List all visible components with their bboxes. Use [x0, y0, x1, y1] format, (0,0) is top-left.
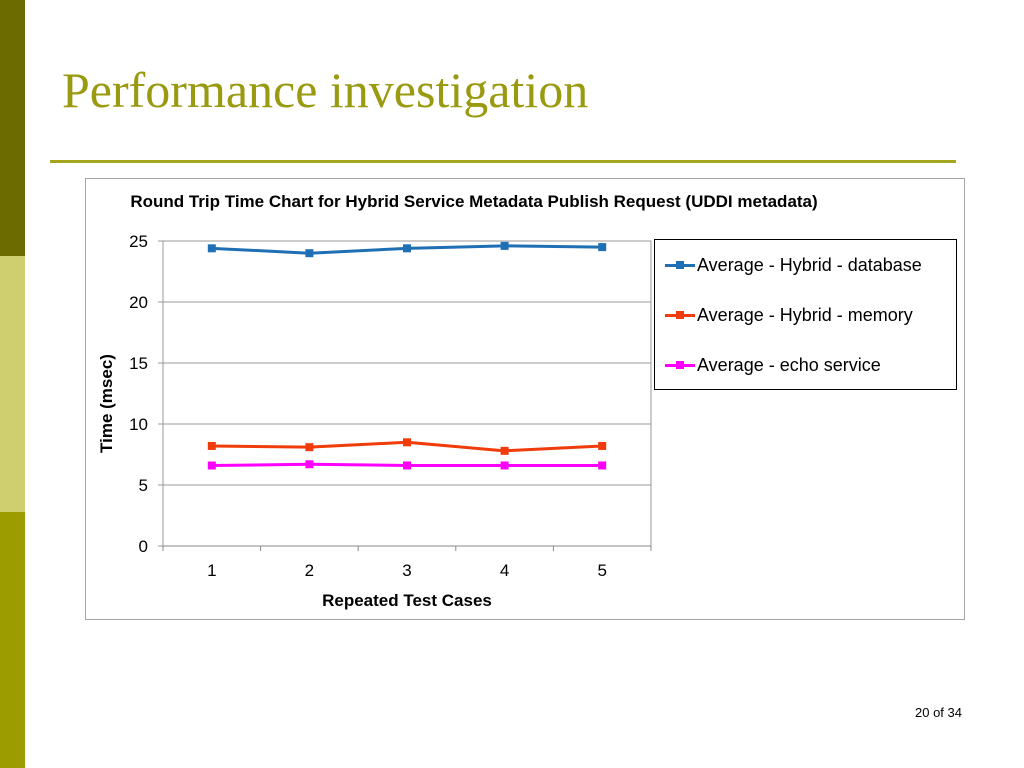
y-tick-label-4: 20: [129, 293, 148, 312]
series-2-point-1: [305, 460, 314, 469]
series-2-point-0: [207, 461, 216, 470]
series-0-point-4: [598, 243, 607, 252]
y-tick-label-0: 0: [139, 537, 148, 556]
legend-label-2: Average - echo service: [697, 354, 881, 375]
legend-swatch-0: [665, 254, 695, 276]
series-1-point-0: [207, 441, 216, 450]
chart-legend: Average - Hybrid - database Average - Hyb…: [654, 239, 957, 390]
x-tick-label-4: 5: [597, 561, 606, 580]
series-0-point-1: [305, 249, 314, 258]
plot-area: [162, 240, 652, 547]
page-number: 20 of 34: [915, 705, 962, 720]
y-tick-label-3: 15: [129, 354, 148, 373]
legend-swatch-2: [665, 354, 695, 376]
series-2-point-4: [598, 461, 607, 470]
legend-label-0: Average - Hybrid - database: [697, 254, 922, 275]
x-tick-label-1: 2: [305, 561, 314, 580]
legend-item-2: Average - echo service: [665, 354, 881, 376]
series-0-point-3: [500, 241, 509, 250]
sidebar-segment-bottom: [0, 512, 25, 768]
series-0-point-0: [207, 244, 216, 253]
series-1-point-1: [305, 443, 314, 452]
y-tick-label-5: 25: [129, 232, 148, 251]
legend-label-1: Average - Hybrid - memory: [697, 304, 913, 325]
chart-title: Round Trip Time Chart for Hybrid Service…: [130, 192, 818, 211]
x-axis-title: Repeated Test Cases: [322, 591, 492, 610]
x-tick-label-2: 3: [402, 561, 411, 580]
series-1-point-2: [403, 438, 411, 447]
legend-swatch-1: [665, 304, 695, 326]
series-0-point-2: [403, 244, 411, 253]
y-tick-label-2: 10: [129, 415, 148, 434]
title-underline: [50, 160, 956, 163]
legend-item-1: Average - Hybrid - memory: [665, 304, 913, 326]
slide-sidebar: [0, 0, 25, 768]
series-1-point-4: [598, 441, 607, 450]
x-tick-label-3: 4: [500, 561, 509, 580]
legend-item-0: Average - Hybrid - database: [665, 254, 922, 276]
sidebar-segment-middle: [0, 256, 25, 512]
series-2-point-2: [403, 461, 411, 470]
x-tick-label-0: 1: [207, 561, 216, 580]
sidebar-segment-top: [0, 0, 25, 256]
series-2-point-3: [500, 461, 509, 470]
y-axis-title: Time (msec): [97, 354, 116, 453]
slide-title: Performance investigation: [62, 62, 589, 118]
series-1-point-3: [500, 446, 509, 455]
y-tick-label-1: 5: [139, 476, 148, 495]
